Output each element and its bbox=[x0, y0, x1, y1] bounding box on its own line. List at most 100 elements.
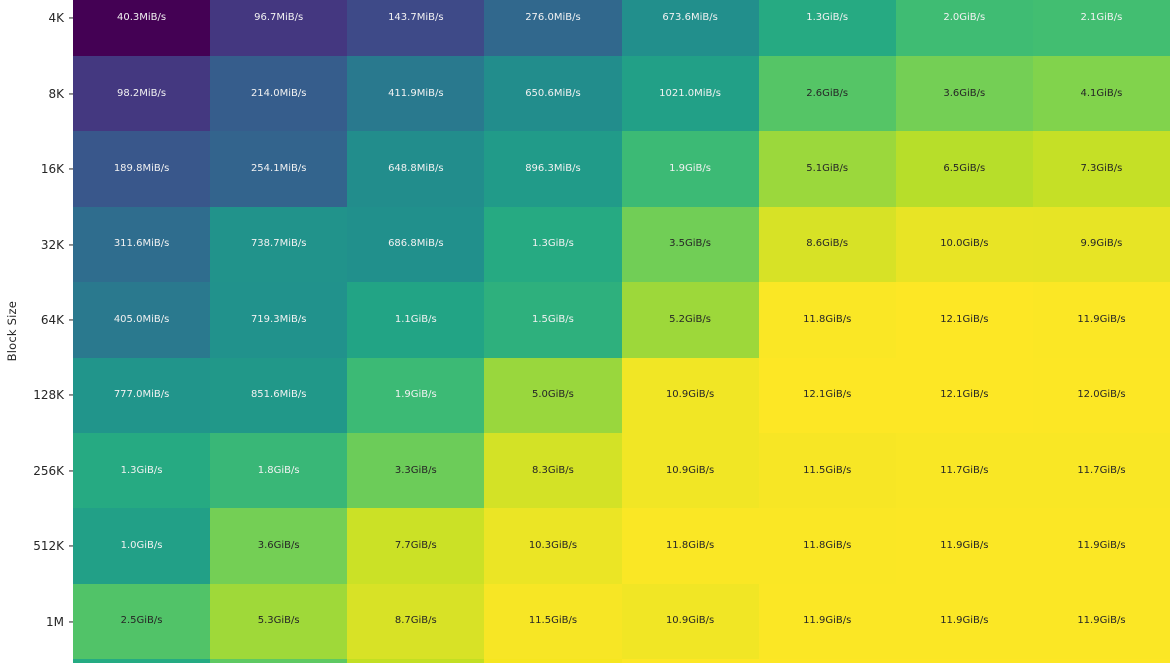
heatmap-cell: 10.3GiB/s bbox=[484, 508, 622, 584]
cell-value-label: 11.7GiB/s bbox=[940, 464, 989, 476]
cell-value-label: 3.3GiB/s bbox=[394, 464, 437, 476]
cell-value-label: 411.9MiB/s bbox=[388, 87, 444, 99]
heatmap-cell: 276.0MiB/s bbox=[484, 0, 622, 56]
cell-value-label: 719.3MiB/s bbox=[250, 313, 307, 325]
heatmap-cell: 1.5GiB/s bbox=[484, 282, 622, 358]
cell-value-label: 11.7GiB/s bbox=[1077, 464, 1126, 476]
cell-value-label: 2.5GiB/s bbox=[120, 615, 163, 627]
heatmap-cell: 3.6GiB/s bbox=[210, 508, 348, 584]
y-tick-label: 512K bbox=[33, 539, 64, 554]
y-tick-mark bbox=[68, 470, 73, 472]
y-tick-label: 1M bbox=[46, 614, 64, 629]
heatmap-cell: 10.0GiB/s bbox=[895, 206, 1033, 283]
heatmap-cell: 254.1MiB/s bbox=[210, 131, 348, 207]
heatmap-cell: 5.0GiB/s bbox=[484, 357, 622, 433]
heatmap-cell: 1.1GiB/s bbox=[347, 282, 485, 358]
heatmap-cell: 12.0GiB/s bbox=[1032, 357, 1170, 433]
cell-value-label: 10.9GiB/s bbox=[665, 615, 715, 627]
heatmap-cell: 5.2GiB/s bbox=[621, 282, 759, 358]
cell-value-label: 1.3GiB/s bbox=[120, 464, 163, 476]
cell-value-label: 11.9GiB/s bbox=[1077, 615, 1126, 627]
heatmap-cell: 1.0GiB/s bbox=[73, 508, 211, 584]
y-tick-mark bbox=[68, 93, 73, 95]
cell-value-label: 4.1GiB/s bbox=[1080, 87, 1123, 99]
cell-value-label: 1.5GiB/s bbox=[532, 313, 574, 325]
cell-value-label: 405.0MiB/s bbox=[113, 313, 170, 325]
heatmap-cell: 4.1GiB/s bbox=[1032, 56, 1170, 132]
heatmap-cell: 3.6GiB/s bbox=[895, 56, 1033, 132]
cell-value-label: 143.7MiB/s bbox=[388, 12, 444, 24]
cell-value-label: 1.0GiB/s bbox=[120, 540, 163, 552]
heatmap-cell: 1.9GiB/s bbox=[621, 131, 759, 207]
cell-value-label: 12.1GiB/s bbox=[940, 389, 989, 401]
heatmap-cell: 8.6GiB/s bbox=[758, 206, 896, 283]
heatmap-cell: 9.9GiB/s bbox=[1032, 206, 1170, 283]
heatmap-row: 405.0MiB/s 719.3MiB/s 1.1GiB/s 1.5GiB/s 5.2G… bbox=[73, 282, 1170, 358]
y-tick-label: 32K bbox=[40, 237, 64, 252]
cell-value-label: 6.5GiB/s bbox=[943, 163, 986, 175]
heatmap-cell: 11.9GiB/s bbox=[1032, 282, 1170, 358]
heatmap-row: 2.5GiB/s 5.3GiB/s 8.7GiB/s 11.5GiB/s 10.9GiB… bbox=[73, 583, 1170, 660]
heatmap-cell: 11.9GiB/s bbox=[758, 583, 896, 660]
cell-value-label: 1.9GiB/s bbox=[669, 163, 711, 175]
heatmap-cell: 1.3GiB/s bbox=[484, 206, 622, 283]
heatmap-cell bbox=[758, 659, 896, 663]
cell-value-label: 40.3MiB/s bbox=[117, 12, 167, 24]
cell-value-label: 650.6MiB/s bbox=[525, 87, 581, 99]
cell-value-label: 12.0GiB/s bbox=[1077, 389, 1126, 401]
y-tick-mark bbox=[68, 168, 73, 170]
heatmap-cell bbox=[895, 659, 1033, 663]
cell-value-label: 7.3GiB/s bbox=[1080, 163, 1123, 175]
heatmap-cell: 11.5GiB/s bbox=[484, 583, 622, 660]
heatmap-cell: 7.7GiB/s bbox=[347, 508, 485, 584]
y-tick-mark bbox=[68, 620, 73, 623]
cell-value-label: 11.8GiB/s bbox=[803, 313, 852, 325]
cell-value-label: 10.9GiB/s bbox=[665, 464, 715, 476]
y-tick-label: 64K bbox=[40, 312, 64, 327]
y-tick-label: 4K bbox=[48, 11, 64, 26]
heatmap-row: 189.8MiB/s 254.1MiB/s 648.8MiB/s 896.3MiB/s… bbox=[73, 131, 1170, 207]
cell-value-label: 98.2MiB/s bbox=[117, 87, 167, 99]
cell-value-label: 777.0MiB/s bbox=[113, 389, 170, 401]
heatmap-cell: 3.5GiB/s bbox=[621, 206, 759, 283]
heatmap-cell: 8.3GiB/s bbox=[484, 432, 622, 509]
cell-value-label: 311.6MiB/s bbox=[113, 238, 170, 250]
cell-value-label: 1.9GiB/s bbox=[394, 389, 437, 401]
cell-value-label: 8.3GiB/s bbox=[532, 464, 574, 476]
y-tick-label: 8K bbox=[48, 86, 64, 101]
cell-value-label: 738.7MiB/s bbox=[250, 238, 307, 250]
heatmap-cell: 8.7GiB/s bbox=[347, 583, 485, 660]
cell-value-label: 3.6GiB/s bbox=[257, 540, 300, 552]
cell-value-label: 1.8GiB/s bbox=[257, 464, 300, 476]
heatmap-cell: 2.0GiB/s bbox=[895, 0, 1033, 56]
cell-value-label: 648.8MiB/s bbox=[388, 163, 444, 175]
cell-value-label: 1.3GiB/s bbox=[806, 12, 849, 24]
y-axis-label-container: Block Size bbox=[0, 0, 24, 663]
heatmap-cell: 5.1GiB/s bbox=[758, 131, 896, 207]
heatmap-cell bbox=[1032, 659, 1170, 663]
heatmap-cell: 11.7GiB/s bbox=[895, 432, 1033, 509]
cell-value-label: 896.3MiB/s bbox=[525, 163, 581, 175]
heatmap-cell: 777.0MiB/s bbox=[73, 357, 211, 433]
cell-value-label: 2.0GiB/s bbox=[943, 12, 986, 24]
heatmap-cell: 11.8GiB/s bbox=[758, 282, 896, 358]
heatmap-cell: 686.8MiB/s bbox=[347, 206, 485, 283]
y-tick-mark bbox=[68, 243, 73, 246]
heatmap-cell: 11.9GiB/s bbox=[1032, 508, 1170, 584]
heatmap-cell: 1.3GiB/s bbox=[73, 432, 211, 509]
heatmap-cell: 1.9GiB/s bbox=[347, 357, 485, 433]
heatmap-cell: 11.9GiB/s bbox=[895, 508, 1033, 584]
cell-value-label: 5.2GiB/s bbox=[669, 313, 711, 325]
y-axis-label: Block Size bbox=[5, 301, 19, 362]
cell-value-label: 2.1GiB/s bbox=[1080, 12, 1123, 24]
cell-value-label: 686.8MiB/s bbox=[388, 238, 444, 250]
heatmap-row-partial bbox=[73, 659, 1170, 663]
y-tick-mark bbox=[68, 394, 73, 396]
cell-value-label: 11.9GiB/s bbox=[1077, 540, 1126, 552]
heatmap-cell: 1021.0MiB/s bbox=[621, 56, 759, 132]
cell-value-label: 5.3GiB/s bbox=[257, 615, 300, 627]
cell-value-label: 9.9GiB/s bbox=[1080, 238, 1123, 250]
heatmap-row: 98.2MiB/s 214.0MiB/s 411.9MiB/s 650.6MiB/s 1… bbox=[73, 56, 1170, 132]
heatmap-cell: 12.1GiB/s bbox=[895, 357, 1033, 433]
heatmap-cell: 2.6GiB/s bbox=[758, 56, 896, 132]
